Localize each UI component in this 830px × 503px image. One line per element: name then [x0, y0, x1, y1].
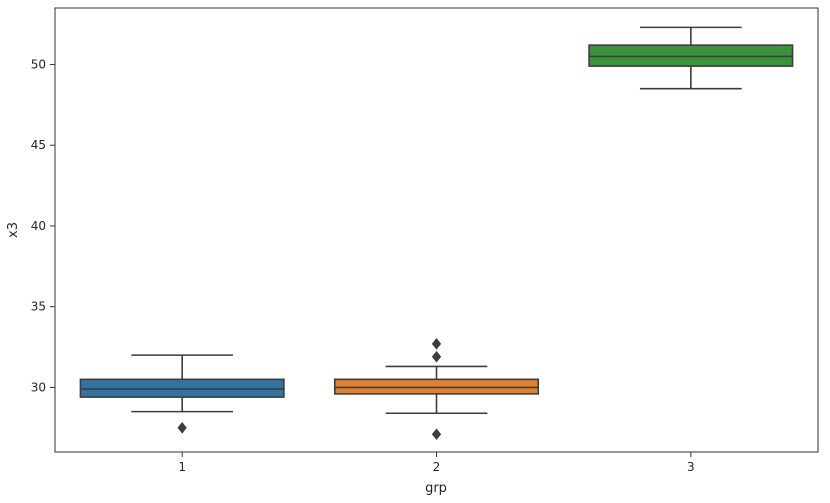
- y-tick-label: 30: [31, 380, 46, 394]
- box-iqr: [333, 378, 540, 395]
- y-tick-label: 35: [31, 300, 46, 314]
- y-axis-label: x3: [6, 222, 21, 238]
- box-iqr: [79, 378, 285, 398]
- outlier-point: [431, 350, 442, 363]
- box-group-1: [79, 354, 285, 434]
- x-ticks: 1 2 3: [178, 452, 695, 474]
- y-tick-label: 40: [31, 219, 46, 233]
- outlier-point: [431, 428, 442, 441]
- boxes: [79, 26, 794, 441]
- y-tick-label: 50: [31, 58, 46, 72]
- box-group-2: [333, 338, 540, 441]
- x-tick-label: 3: [687, 460, 695, 474]
- box-iqr: [588, 44, 794, 67]
- y-tick-label: 45: [31, 138, 46, 152]
- outlier-point: [431, 338, 442, 350]
- x-tick-label: 2: [433, 460, 441, 474]
- outlier-point: [177, 421, 187, 434]
- x-tick-label: 1: [178, 460, 186, 474]
- y-ticks: 30 35 40 45 50: [31, 58, 55, 394]
- box-group-3: [588, 26, 794, 90]
- x-axis-label: grp: [425, 481, 447, 496]
